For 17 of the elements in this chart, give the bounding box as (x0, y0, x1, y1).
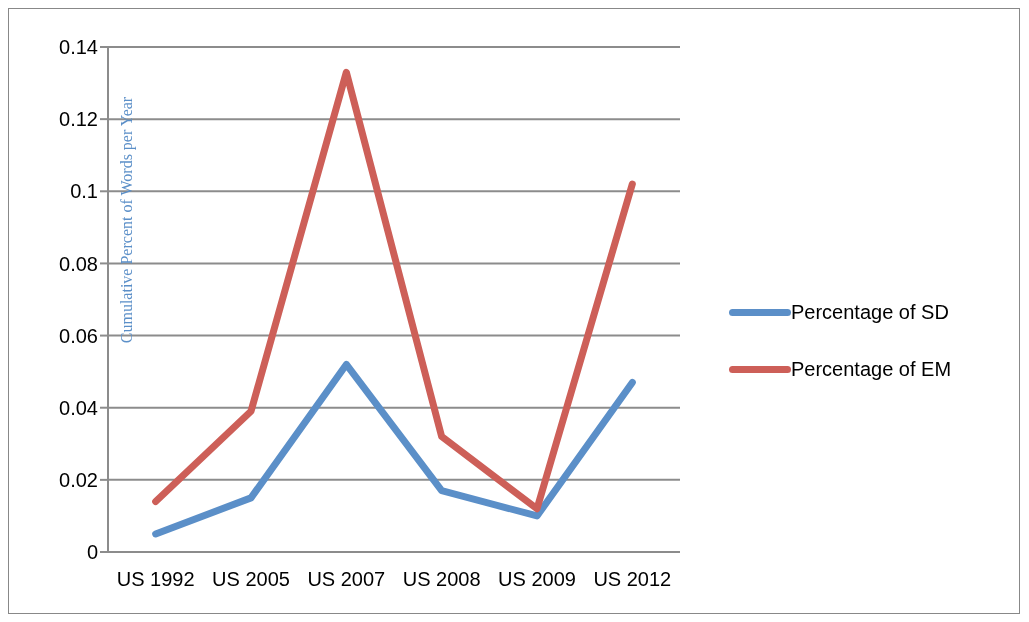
x-tick-label: US 2007 (307, 568, 386, 591)
legend-label: Percentage of SD (791, 301, 949, 324)
y-tick-label: 0 (86, 541, 98, 564)
y-tick-label: 0.02 (59, 468, 98, 491)
y-tick-label: 0.14 (59, 36, 98, 59)
y-tick-label: 0.04 (59, 396, 98, 419)
y-tick-label: 0.12 (59, 108, 98, 131)
x-tick-label: US 2009 (498, 568, 576, 591)
x-tick-label: US 2005 (212, 568, 290, 591)
x-tick-label: US 2012 (593, 568, 672, 591)
y-tick-label: 0.08 (59, 252, 98, 275)
y-tick-label: 0.1 (70, 180, 98, 203)
x-tick-label: US 1992 (116, 568, 195, 591)
x-tick-label: US 2008 (402, 568, 481, 591)
y-tick-label: 0.06 (59, 324, 98, 347)
legend-label: Percentage of EM (791, 358, 952, 381)
y-axis-title: Cumulative Percent of Words per Year (118, 96, 136, 344)
